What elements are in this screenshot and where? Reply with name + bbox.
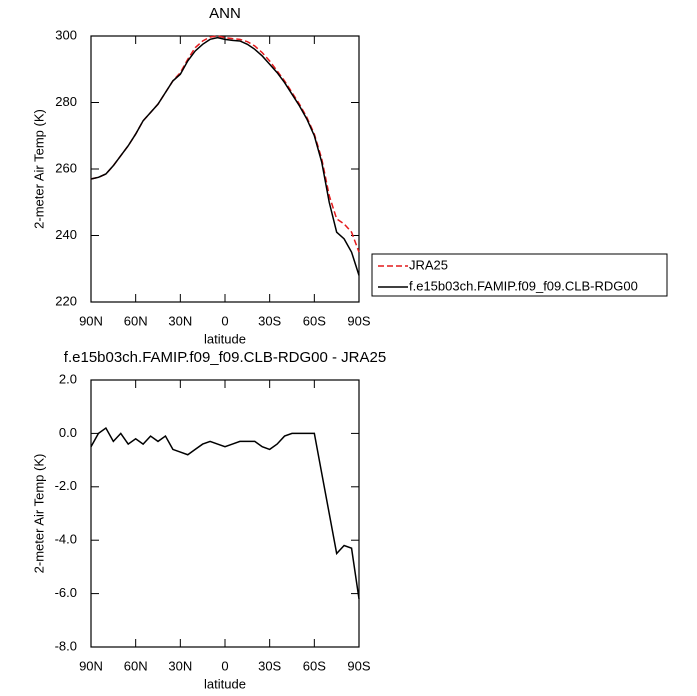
x-tick-label: 90S — [347, 313, 370, 328]
y-tick-label: 300 — [55, 27, 77, 42]
y-tick-label: 0.0 — [59, 425, 77, 440]
y-tick-label: 260 — [55, 160, 77, 175]
x-axis-label: latitude — [204, 331, 246, 346]
chart-title: f.e15b03ch.FAMIP.f09_f09.CLB-RDG00 - JRA… — [64, 349, 386, 366]
y-tick-label: -2.0 — [55, 478, 77, 493]
y-axis-label: 2-meter Air Temp (K) — [31, 109, 46, 229]
x-tick-label: 90S — [347, 658, 370, 673]
x-tick-label: 90N — [79, 313, 103, 328]
x-tick-label: 0 — [221, 658, 228, 673]
x-axis-label: latitude — [204, 676, 246, 691]
y-tick-label: -4.0 — [55, 532, 77, 547]
y-tick-label: 240 — [55, 227, 77, 242]
legend-label: JRA25 — [409, 257, 448, 272]
y-tick-label: -6.0 — [55, 585, 77, 600]
data-line — [90, 35, 360, 253]
x-tick-label: 30N — [168, 313, 192, 328]
x-tick-label: 60N — [124, 313, 148, 328]
legend-label: f.e15b03ch.FAMIP.f09_f09.CLB-RDG00 — [409, 278, 638, 293]
x-tick-label: 30S — [258, 658, 281, 673]
y-tick-label: 280 — [55, 94, 77, 109]
y-tick-label: 220 — [55, 293, 77, 308]
x-tick-label: 60S — [303, 313, 326, 328]
x-tick-label: 90N — [79, 658, 103, 673]
data-line — [90, 36, 360, 276]
plot-frame — [90, 379, 360, 648]
y-axis-label: 2-meter Air Temp (K) — [31, 454, 46, 574]
plot-frame — [90, 35, 360, 303]
x-tick-label: 0 — [221, 313, 228, 328]
y-tick-label: 2.0 — [59, 371, 77, 386]
x-tick-label: 30N — [168, 658, 192, 673]
data-line — [90, 426, 360, 600]
legend-box — [371, 253, 668, 297]
y-tick-label: -8.0 — [55, 638, 77, 653]
chart-title: ANN — [209, 5, 241, 22]
x-tick-label: 60S — [303, 658, 326, 673]
x-tick-label: 30S — [258, 313, 281, 328]
x-tick-label: 60N — [124, 658, 148, 673]
